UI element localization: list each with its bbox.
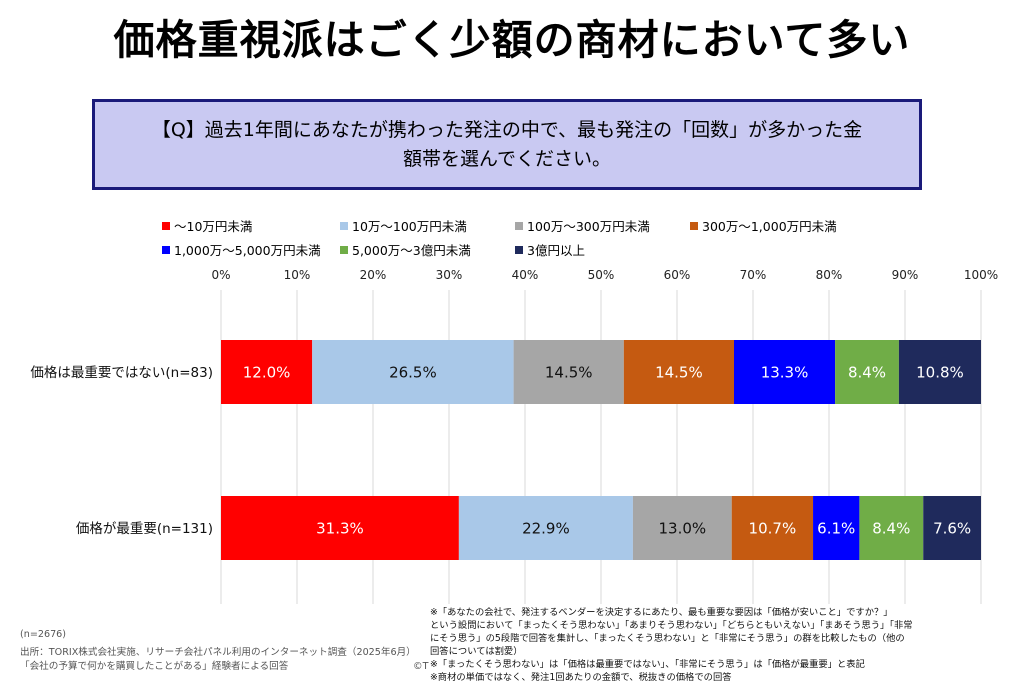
x-tick-label: 40% xyxy=(512,268,539,282)
legend-swatch xyxy=(162,246,170,254)
legend-swatch xyxy=(340,222,348,230)
category-labels: 価格は最重要ではない(n=83) 価格が最重要(n=131) xyxy=(30,365,213,537)
x-tick-label: 50% xyxy=(588,268,615,282)
legend-item: 10万～100万円未満 xyxy=(340,219,467,235)
bar-segment xyxy=(221,340,313,404)
data-label: 12.0% xyxy=(243,364,291,382)
x-tick-label: 20% xyxy=(360,268,387,282)
legend-swatch xyxy=(515,222,523,230)
data-label: 31.3% xyxy=(316,520,364,538)
copyright-mark: ©T xyxy=(413,661,429,672)
footer-line: 「会社の予算で何かを購買したことがある」経験者による回答 xyxy=(20,661,289,672)
question-box: 【Q】過去1年間にあなたが携わった発注の中で、最も発注の「回数」が多かった金額帯… xyxy=(92,99,922,190)
legend-label: 1,000万～5,000万円未満 xyxy=(174,243,321,258)
legend-item: 300万～1,000万円未満 xyxy=(690,219,837,235)
x-tick-label: 10% xyxy=(284,268,311,282)
data-label: 10.8% xyxy=(916,364,964,382)
x-tick-label: 30% xyxy=(436,268,463,282)
footer-line: 出所：TORIX株式会社実施、リサーチ会社パネル利用のインターネット調査（202… xyxy=(20,647,416,658)
legend-item: 5,000万～3億円未満 xyxy=(340,243,471,259)
bar-segment xyxy=(513,340,624,404)
legend-item: 100万～300万円未満 xyxy=(515,219,650,235)
bar-segment xyxy=(458,496,633,560)
data-label: 26.5% xyxy=(389,364,437,382)
note-line: ※商材の単価ではなく、発注1回あたりの金額で、税抜きの価格での回答 xyxy=(430,672,732,683)
legend-swatch xyxy=(162,222,170,230)
bar-segment xyxy=(731,496,814,560)
legend-label: 100万～300万円未満 xyxy=(527,219,650,234)
bar-segment xyxy=(221,496,459,560)
data-label: 10.7% xyxy=(749,520,797,538)
bar-segment xyxy=(734,340,836,404)
bar-segment xyxy=(632,496,732,560)
bar-segment xyxy=(623,340,734,404)
x-axis-ticks: 0% 10% 20% 30% 40% 50% 60% 70% 80% 90% 100% xyxy=(211,268,998,282)
data-label: 13.3% xyxy=(761,364,809,382)
legend-label: 10万～100万円未満 xyxy=(352,219,467,234)
legend-label: 3億円以上 xyxy=(527,243,585,258)
note-line: にそう思う」の5段階で回答を集計し、「まったくそう思わない」と「非常にそう思う」… xyxy=(430,633,905,644)
data-label: 6.1% xyxy=(817,520,855,538)
x-tick-label: 70% xyxy=(740,268,767,282)
note-line: ※「あなたの会社で、発注するベンダーを決定するにあたり、最も重要な要因は「価格が… xyxy=(430,607,893,618)
category-label: 価格が最重要(n=131) xyxy=(76,521,213,537)
x-tick-label: 60% xyxy=(664,268,691,282)
footer-line: (n=2676) xyxy=(20,629,67,640)
data-label: 14.5% xyxy=(655,364,703,382)
note-line: 回答については割愛） xyxy=(430,646,523,657)
bar-segment xyxy=(312,340,514,404)
data-label: 14.5% xyxy=(545,364,593,382)
category-label: 価格は最重要ではない(n=83) xyxy=(30,365,213,381)
legend-label: 5,000万～3億円未満 xyxy=(352,243,471,258)
x-tick-label: 0% xyxy=(211,268,230,282)
note-line: ※「まったくそう思わない」は「価格は最重要ではない」、「非常にそう思う」は「価格… xyxy=(430,659,865,670)
data-label: 8.4% xyxy=(872,520,910,538)
x-tick-label: 100% xyxy=(964,268,998,282)
x-tick-label: 80% xyxy=(816,268,843,282)
legend-item: 3億円以上 xyxy=(515,243,585,259)
note-line: という設問において「まったくそう思わない」「あまりそう思わない」「どちらともいえ… xyxy=(430,620,913,631)
data-label: 13.0% xyxy=(658,520,706,538)
bar-segment xyxy=(859,496,924,560)
legend-label: 300万～1,000万円未満 xyxy=(702,219,837,234)
data-label: 8.4% xyxy=(848,364,886,382)
data-label: 22.9% xyxy=(522,520,570,538)
bar-segment xyxy=(898,340,981,404)
data-label: 7.6% xyxy=(933,520,971,538)
bars: 12.0% 26.5% 14.5% 14.5% 13.3% 8.4% 10.8% 31.3% 2… xyxy=(221,340,981,560)
legend-label: ～10万円未満 xyxy=(174,219,253,234)
bar-segment xyxy=(923,496,981,560)
bar-segment xyxy=(835,340,899,404)
legend-swatch xyxy=(515,246,523,254)
legend-swatch xyxy=(340,246,348,254)
bar-segment xyxy=(813,496,860,560)
x-tick-label: 90% xyxy=(892,268,919,282)
legend-swatch xyxy=(690,222,698,230)
legend-item: ～10万円未満 xyxy=(162,219,252,235)
page-title: 価格重視派はごく少額の商材において多い xyxy=(113,16,911,64)
legend-item: 1,000万～5,000万円未満 xyxy=(162,243,321,259)
question-text: 【Q】過去1年間にあなたが携わった発注の中で、最も発注の「回数」が多かった金額帯… xyxy=(151,118,863,170)
